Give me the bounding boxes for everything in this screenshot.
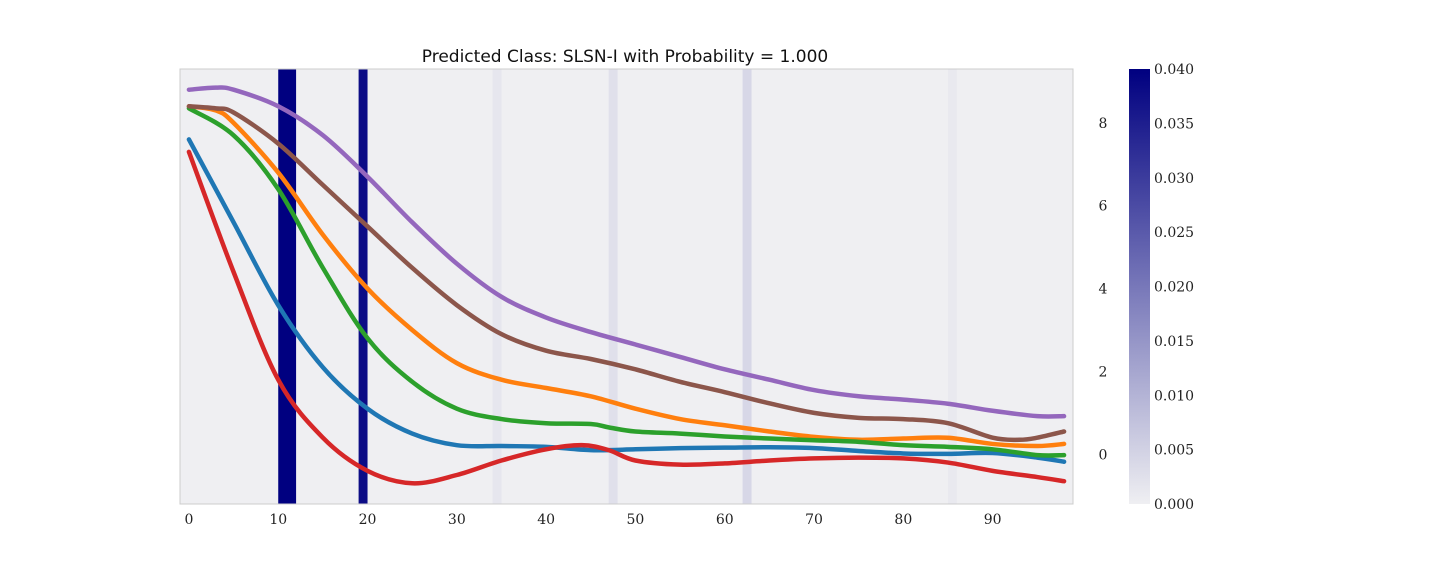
y-tick-label: 6: [1099, 199, 1108, 215]
x-tick-label: 80: [894, 512, 912, 528]
colorbar-tick-label: 0.000: [1154, 497, 1194, 513]
y-tick-label: 2: [1099, 364, 1108, 380]
y-tick-label: 4: [1099, 282, 1108, 298]
attention-band-4: [742, 69, 752, 504]
colorbar-ticks: 0.000 0.005 0.010 0.015 0.020 0.025 0.030 0.035…: [1154, 62, 1194, 513]
series-line-4: [186, 85, 1067, 419]
attention-band-0: [278, 69, 297, 504]
series-line-3: [186, 149, 1067, 486]
colorbar-tick-label: 0.010: [1154, 388, 1194, 404]
chart-title: Predicted Class: SLSN-I with Probability…: [422, 47, 828, 67]
x-tick-label: 40: [537, 512, 555, 528]
x-tick-label: 60: [716, 512, 734, 528]
series-line-1: [186, 104, 1067, 449]
series-lines: [186, 85, 1067, 486]
x-tick-label: 70: [805, 512, 823, 528]
x-tick-label: 10: [269, 512, 287, 528]
series-line-0: [186, 137, 1067, 464]
colorbar-tick-label: 0.030: [1154, 171, 1194, 187]
colorbar-tick-label: 0.040: [1154, 62, 1194, 78]
x-tick-label: 0: [184, 512, 193, 528]
attention-band-2: [492, 69, 502, 504]
x-tick-label: 90: [984, 512, 1002, 528]
colorbar-tick-label: 0.015: [1154, 334, 1194, 350]
y-axis-ticks: 0 2 4 6 8: [1099, 116, 1108, 463]
colorbar-tick-label: 0.005: [1154, 443, 1194, 459]
x-tick-label: 20: [359, 512, 377, 528]
x-tick-label: 50: [627, 512, 645, 528]
plot-frame: [179, 68, 1074, 505]
attention-band-3: [608, 69, 618, 504]
series-line-5: [186, 104, 1067, 443]
colorbar-tick-label: 0.035: [1154, 116, 1194, 132]
y-tick-label: 0: [1099, 447, 1108, 463]
x-axis-ticks: 0 10 20 30 40 50 60 70 80 90: [184, 512, 1001, 528]
attention-band-5: [947, 69, 957, 504]
colorbar-tick-label: 0.025: [1154, 225, 1194, 241]
colorbar-gradient: [1129, 69, 1150, 504]
colorbar: 0.000 0.005 0.010 0.015 0.020 0.025 0.030 0.035…: [1129, 62, 1194, 513]
x-tick-label: 30: [448, 512, 466, 528]
y-tick-label: 8: [1099, 116, 1108, 132]
series-line-2: [186, 106, 1067, 458]
plot-area: [179, 68, 1074, 505]
colorbar-tick-label: 0.020: [1154, 280, 1194, 296]
